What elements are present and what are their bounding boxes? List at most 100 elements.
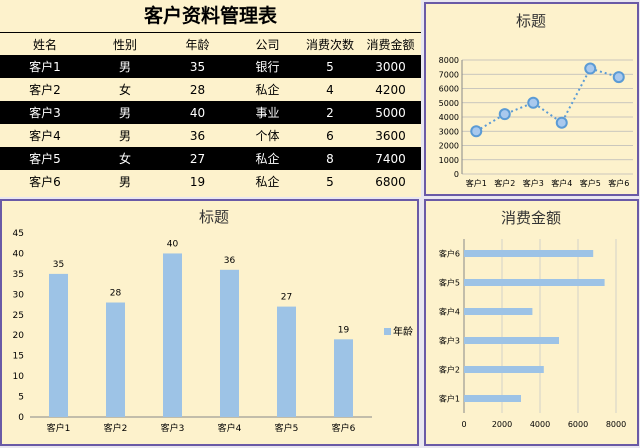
y-tick-label: 客户4 (439, 307, 460, 317)
x-tick-label: 客户5 (580, 178, 601, 188)
data-point (612, 71, 625, 84)
cell-amount: 7400 (375, 151, 406, 166)
table-row[interactable]: 客户4 男 36 个体 6 3600 (0, 124, 421, 147)
header-name: 姓名 (32, 38, 57, 52)
cell-name: 客户5 (29, 152, 61, 166)
bar (464, 308, 533, 315)
cell-visits: 2 (326, 105, 334, 120)
age-bar-chart-panel[interactable]: 标题 年龄 0 5 10 15 20 25 30 35 40 45 35 客户1 28 客户2 40 客户3 3… (0, 199, 419, 446)
amount-hbar-chart: 消费金额 0 2000 4000 6000 8000 客户1 客户2 客户3 客户4 客户5 客户6 (439, 209, 626, 429)
y-tick-label: 45 (13, 229, 24, 239)
bar (220, 269, 239, 417)
bar (464, 337, 559, 344)
age-bar-chart: 标题 年龄 0 5 10 15 20 25 30 35 40 45 35 客户1 28 客户2 40 客户3 3… (13, 208, 413, 434)
table-row[interactable]: 客户6 男 19 私企 5 6800 (0, 170, 421, 193)
cell-name: 客户6 (29, 175, 61, 189)
data-point (584, 62, 597, 75)
cell-gender: 男 (118, 175, 131, 189)
data-label: 36 (224, 256, 236, 266)
y-tick-label: 客户2 (439, 365, 460, 375)
cell-visits: 8 (326, 151, 334, 166)
table-row[interactable]: 客户1 男 35 银行 5 3000 (0, 55, 421, 78)
data-label: 40 (167, 239, 179, 249)
cell-name: 客户2 (29, 83, 61, 97)
x-tick-label: 客户1 (47, 422, 71, 434)
bar (334, 339, 353, 417)
bar (464, 395, 521, 402)
x-tick-label: 客户6 (608, 178, 629, 188)
cell-name: 客户4 (29, 129, 61, 143)
cell-company: 个体 (255, 129, 280, 143)
amount-hbar-chart-panel[interactable]: 消费金额 0 2000 4000 6000 8000 客户1 客户2 客户3 客户4 客户5 客户6 (424, 199, 639, 446)
x-tick-label: 客户5 (275, 422, 299, 434)
x-tick-label: 4000 (530, 420, 550, 429)
y-tick-label: 0 (454, 170, 459, 179)
data-point (498, 108, 511, 121)
table-title: 客户资料管理表 (143, 5, 277, 27)
bar-chart-title: 标题 (199, 208, 229, 226)
y-tick-label: 15 (13, 352, 24, 362)
x-tick-label: 客户6 (332, 422, 356, 434)
cell-visits: 6 (326, 128, 334, 143)
y-tick-label: 3000 (439, 127, 459, 136)
data-point (527, 96, 540, 109)
y-tick-label: 20 (13, 331, 25, 341)
table-row[interactable]: 客户5 女 27 私企 8 7400 (0, 147, 421, 170)
cell-company: 私企 (255, 83, 280, 97)
y-tick-label: 5000 (439, 99, 459, 108)
data-label: 19 (338, 325, 350, 335)
cell-gender: 男 (118, 129, 131, 143)
legend-label: 年龄 (393, 325, 413, 338)
y-tick-label: 6000 (439, 85, 459, 94)
cell-amount: 5000 (375, 105, 406, 120)
cell-gender: 女 (118, 83, 131, 97)
data-point (470, 125, 483, 138)
y-tick-label: 客户5 (439, 278, 460, 288)
data-label: 35 (53, 260, 64, 270)
data-point (555, 116, 568, 129)
y-tick-label: 5 (18, 393, 24, 403)
y-tick-label: 30 (13, 290, 25, 300)
x-tick-label: 0 (461, 420, 466, 429)
cell-visits: 4 (326, 82, 334, 97)
table-row[interactable]: 客户2 女 28 私企 4 4200 (0, 78, 421, 101)
header-gender: 性别 (112, 38, 137, 52)
header-amount: 消费金额 (366, 38, 415, 52)
y-tick-label: 35 (13, 270, 24, 280)
y-tick-label: 0 (18, 413, 24, 423)
line-chart: 标题 0 1000 2000 3000 4000 5000 6000 7000 8000 客户1 客… (439, 12, 633, 188)
table-row[interactable]: 客户3 男 40 事业 2 5000 (0, 101, 421, 124)
x-tick-label: 客户3 (161, 422, 185, 434)
bar (277, 306, 296, 417)
cell-gender: 男 (118, 60, 131, 74)
y-tick-label: 1000 (439, 156, 459, 165)
x-tick-label: 客户1 (466, 178, 487, 188)
cell-amount: 3600 (375, 128, 406, 143)
y-tick-label: 10 (13, 372, 25, 382)
y-tick-label: 客户3 (439, 336, 460, 346)
cell-visits: 5 (326, 174, 334, 189)
data-label: 28 (110, 289, 122, 299)
cell-visits: 5 (326, 59, 334, 74)
cell-amount: 3000 (375, 59, 406, 74)
cell-company: 私企 (255, 152, 280, 166)
y-tick-label: 4000 (439, 113, 459, 122)
cell-name: 客户1 (29, 60, 61, 74)
cell-age: 35 (189, 59, 206, 74)
line-chart-panel[interactable]: 标题 0 1000 2000 3000 4000 5000 6000 7000 8000 客户1 客… (424, 2, 639, 196)
x-tick-label: 6000 (568, 420, 588, 429)
y-tick-label: 2000 (439, 142, 459, 151)
header-age: 年龄 (185, 38, 210, 52)
cell-amount: 4200 (375, 82, 406, 97)
x-tick-label: 客户2 (494, 178, 515, 188)
cell-company: 银行 (255, 60, 280, 74)
cell-age: 36 (189, 128, 206, 143)
x-tick-label: 2000 (492, 420, 512, 429)
bar (106, 302, 125, 417)
customer-table-panel: 客户资料管理表 姓名 性别 年龄 公司 消费次数 消费金额 客户1 男 35 银… (0, 0, 421, 197)
bar (464, 250, 594, 257)
cell-age: 27 (189, 151, 206, 166)
x-tick-label: 客户4 (218, 422, 242, 434)
series-line (475, 67, 620, 133)
cell-company: 私企 (255, 175, 280, 189)
